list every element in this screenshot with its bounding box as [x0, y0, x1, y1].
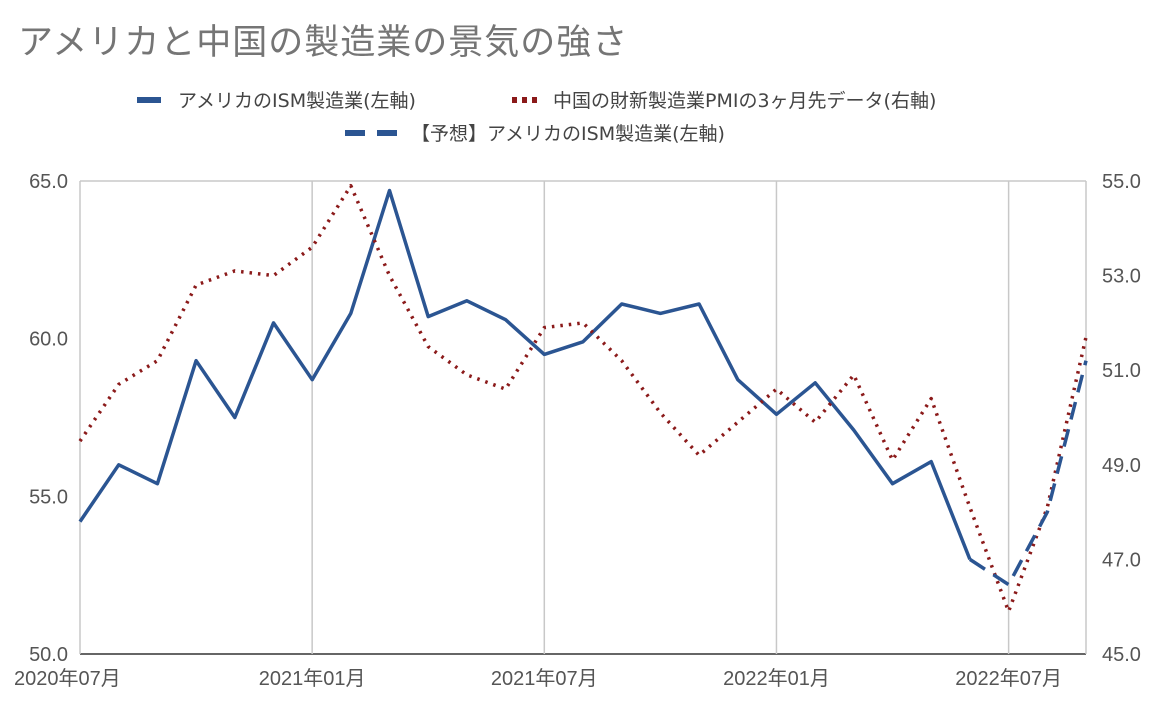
chart-title: アメリカと中国の製造業の景気の強さ — [18, 23, 629, 63]
y-right-tick-label: 47.0 — [1102, 549, 1141, 571]
x-tick-label: 2022年01月 — [723, 667, 830, 690]
legend-label: 中国の財新製造業PMIの3ヶ月先データ(右軸) — [553, 90, 936, 112]
x-tick-label: 2022年07月 — [955, 667, 1062, 690]
legend: アメリカのISM製造業(左軸) 中国の財新製造業PMIの3ヶ月先データ(右軸) 【予… — [137, 90, 936, 145]
x-tick-label: 2021年01月 — [259, 667, 366, 690]
x-tick-label: 2021年07月 — [491, 667, 598, 690]
y-right-tick-label: 49.0 — [1102, 455, 1141, 477]
y-right-tick-label: 51.0 — [1102, 360, 1141, 382]
legend-item-2: 中国の財新製造業PMIの3ヶ月先データ(右軸) — [512, 90, 936, 112]
series-lines — [78, 183, 1088, 614]
y-left-tick-label: 60.0 — [29, 329, 68, 351]
y-right-tick-label: 55.0 — [1102, 171, 1141, 193]
axis-labels: 2020年07月 2021年01月 2021年07月 2022年01月 2022年07月… — [14, 171, 1141, 690]
legend-item-3: 【予想】アメリカのISM製造業(左軸) — [345, 123, 725, 145]
series-line-2 — [78, 183, 1088, 614]
y-right-tick-label: 45.0 — [1102, 644, 1141, 666]
y-left-tick-label: 55.0 — [29, 486, 68, 508]
series-line-3 — [968, 360, 1088, 587]
legend-label: 【予想】アメリカのISM製造業(左軸) — [411, 123, 725, 145]
legend-item-1: アメリカのISM製造業(左軸) — [137, 90, 416, 112]
y-left-tick-label: 50.0 — [29, 644, 68, 666]
y-left-tick-label: 65.0 — [29, 171, 68, 193]
gridlines — [79, 180, 1087, 655]
series-line-1 — [78, 188, 972, 561]
x-tick-label: 2020年07月 — [14, 667, 121, 690]
legend-label: アメリカのISM製造業(左軸) — [178, 90, 416, 112]
y-right-tick-label: 53.0 — [1102, 266, 1141, 288]
